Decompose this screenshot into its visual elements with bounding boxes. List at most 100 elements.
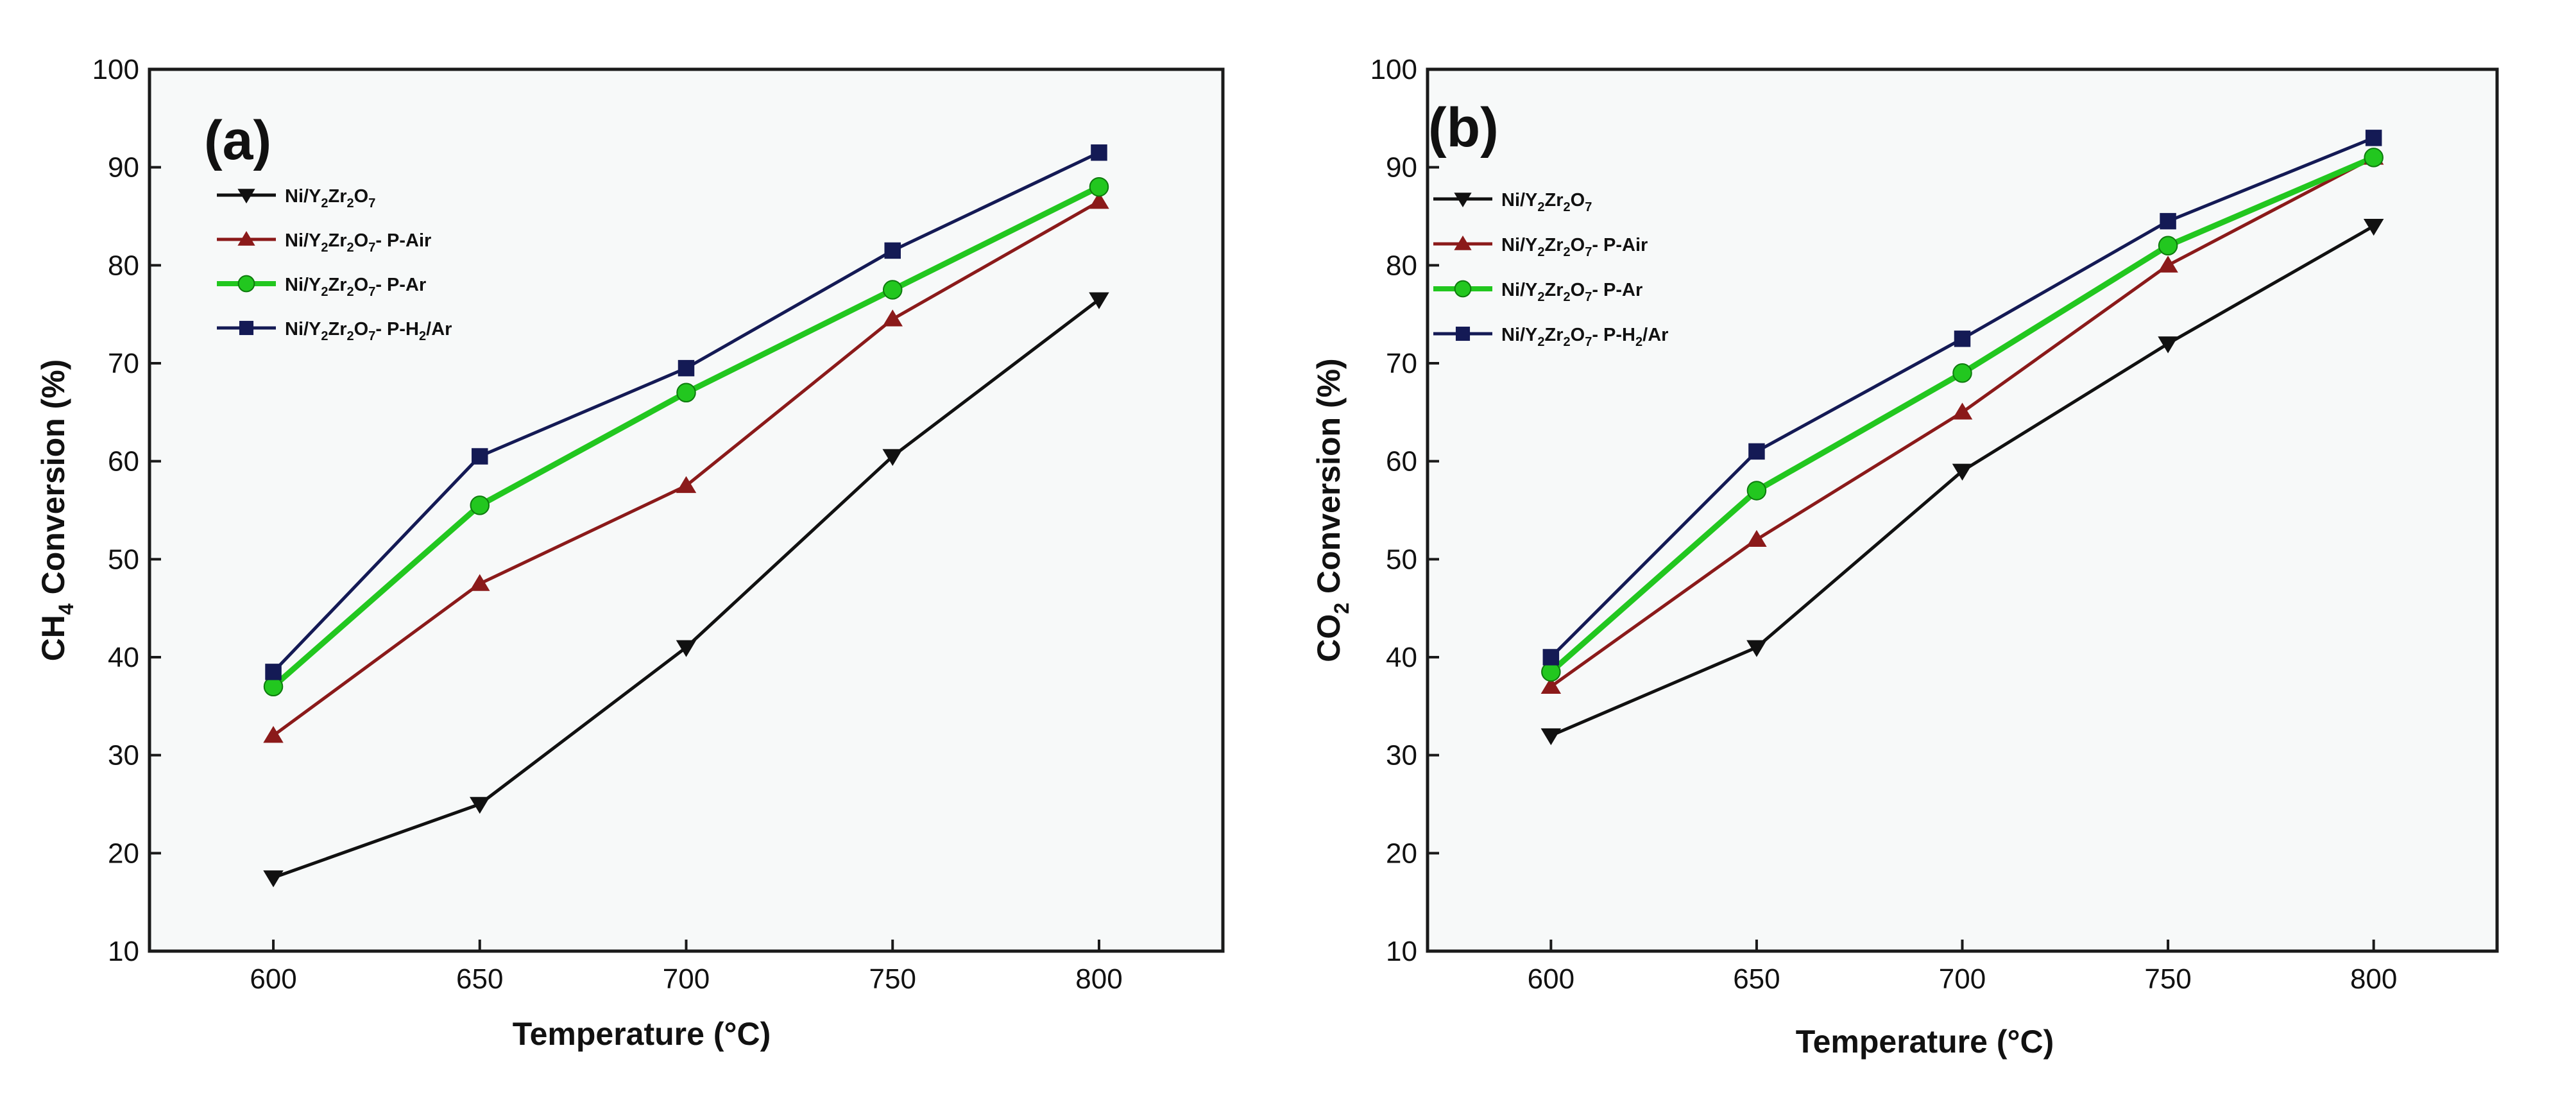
y-axis-title-a-part1: CH xyxy=(35,615,71,661)
x-tick-label-a-700: 700 xyxy=(663,963,710,995)
x-tick-label-a-650: 650 xyxy=(456,963,503,995)
point-b-s2-750 xyxy=(2158,255,2178,273)
x-axis-title-a: Temperature (°C) xyxy=(513,1016,771,1052)
x-axis-title-b: Temperature (°C) xyxy=(1796,1024,2054,1060)
point-b-s1-700 xyxy=(1952,463,1973,481)
y-tick-label-a-70: 70 xyxy=(108,348,139,379)
point-b-s4-800 xyxy=(2365,130,2382,146)
x-tick-label-a-800: 800 xyxy=(1075,963,1122,995)
point-b-s3-650 xyxy=(1746,481,1767,501)
x-tick-label-b-700: 700 xyxy=(1939,963,1986,995)
point-b-s4-750 xyxy=(2160,212,2176,230)
point-b-s3-600 xyxy=(1541,662,1561,682)
y-tick-label-a-60: 60 xyxy=(108,446,139,477)
point-b-s4-600 xyxy=(1542,649,1560,666)
point-a-s3-700 xyxy=(676,383,696,403)
y-axis-title-b: CO2 Conversion (%) xyxy=(1311,358,1353,662)
point-b-s1-650 xyxy=(1746,640,1767,657)
y-tick-label-a-30: 30 xyxy=(108,740,139,771)
point-b-s4-700 xyxy=(1954,331,1971,347)
y-axis-title-b-sub: 2 xyxy=(1330,603,1353,614)
y-tick-label-a-20: 20 xyxy=(108,838,139,869)
x-tick-label-b-650: 650 xyxy=(1733,963,1780,995)
legend-marker-3 xyxy=(237,275,255,293)
legend-label-2: Ni/Y2Zr2O7- P-Air xyxy=(285,230,431,255)
legend-marker-4 xyxy=(239,320,254,336)
y-tick-label-b-90: 90 xyxy=(1386,152,1417,184)
point-a-s4-800 xyxy=(1091,144,1107,161)
point-a-s4-650 xyxy=(472,448,488,465)
chart-panel-a: 10 20 30 40 50 60 70 80 90 100 600 650 700 750 800 (a)… xyxy=(0,0,1283,1118)
y-tick-label-b-40: 40 xyxy=(1386,642,1417,673)
point-a-s3-750 xyxy=(882,280,903,300)
point-b-s1-750 xyxy=(2158,336,2178,354)
y-tick-label-b-100: 100 xyxy=(1370,54,1417,85)
legend-label-1: Ni/Y2Zr2O7 xyxy=(1501,190,1592,214)
point-a-s1-600 xyxy=(263,870,284,888)
point-a-s3-650 xyxy=(470,495,490,515)
x-tick-label-a-750: 750 xyxy=(869,963,916,995)
y-axis-title-a-part2: Conversion (%) xyxy=(35,359,71,604)
y-tick-label-b-20: 20 xyxy=(1386,838,1417,869)
point-a-s3-600 xyxy=(263,676,284,697)
legend-marker-4 xyxy=(1455,326,1471,341)
chart-a-svg: 10 20 30 40 50 60 70 80 90 100 600 650 700 750 800 (a)… xyxy=(35,54,1225,1052)
x-tick-label-b-750: 750 xyxy=(2144,963,2191,995)
legend-marker-1 xyxy=(237,189,255,203)
y-axis-title-b-part2: Conversion (%) xyxy=(1311,358,1347,603)
legend-marker-3 xyxy=(1454,280,1472,298)
point-b-s1-800 xyxy=(2363,219,2384,236)
legend-label-4: Ni/Y2Zr2O7- P-H2/Ar xyxy=(1501,325,1668,349)
y-tick-label-b-30: 30 xyxy=(1386,740,1417,771)
point-a-s2-600 xyxy=(263,726,284,743)
legend-label-1: Ni/Y2Zr2O7 xyxy=(285,186,375,211)
legend-label-4: Ni/Y2Zr2O7- P-H2/Ar xyxy=(285,319,452,343)
point-a-s1-700 xyxy=(676,640,697,657)
legend-label-3: Ni/Y2Zr2O7- P-Ar xyxy=(1501,280,1642,304)
point-a-s2-700 xyxy=(676,476,697,494)
point-b-s4-650 xyxy=(1748,443,1765,460)
point-b-s3-750 xyxy=(2158,236,2178,256)
y-tick-label-b-70: 70 xyxy=(1386,348,1417,379)
legend-marker-1 xyxy=(1454,193,1472,207)
y-tick-label-a-80: 80 xyxy=(108,250,139,281)
point-a-s2-750 xyxy=(882,309,903,327)
y-tick-label-a-40: 40 xyxy=(108,642,139,673)
y-tick-label-b-60: 60 xyxy=(1386,446,1417,477)
legend-a: Ni/Y2Zr2O7 Ni/Y2Zr2O7- P-Air Ni/Y2Zr2O7- P… xyxy=(217,186,452,343)
point-b-s2-700 xyxy=(1952,402,1973,420)
y-tick-label-b-50: 50 xyxy=(1386,544,1417,575)
y-tick-label-a-90: 90 xyxy=(108,152,139,184)
legend-b: Ni/Y2Zr2O7 Ni/Y2Zr2O7- P-Air Ni/Y2Zr2O7- P… xyxy=(1433,190,1668,349)
point-a-s2-650 xyxy=(470,574,490,591)
y-axis-title-a-sub: 4 xyxy=(55,603,78,615)
point-a-s1-800 xyxy=(1089,292,1109,309)
point-a-s4-700 xyxy=(678,359,695,377)
y-axis-title-b-part1: CO xyxy=(1311,614,1347,662)
legend-label-2: Ni/Y2Zr2O7- P-Air xyxy=(1501,235,1648,259)
point-b-s3-700 xyxy=(1952,363,1972,383)
chart-b-svg: 10 20 30 40 50 60 70 80 90 100 600 650 700 750 800 (b)… xyxy=(1311,54,2499,1060)
y-tick-label-b-80: 80 xyxy=(1386,250,1417,281)
panel-label-a: (a) xyxy=(204,110,271,171)
point-a-s2-800 xyxy=(1089,192,1109,209)
point-a-s4-750 xyxy=(884,242,901,259)
x-tick-label-b-800: 800 xyxy=(2350,963,2397,995)
point-a-s1-750 xyxy=(882,449,903,467)
point-a-s3-800 xyxy=(1089,176,1109,197)
panel-label-b: (b) xyxy=(1428,97,1499,159)
legend-marker-2 xyxy=(237,231,255,246)
y-tick-label-a-50: 50 xyxy=(108,544,139,575)
point-a-s1-650 xyxy=(470,796,490,814)
y-tick-label-b-10: 10 xyxy=(1386,936,1417,967)
y-tick-label-a-100: 100 xyxy=(92,54,139,85)
point-b-s2-650 xyxy=(1746,529,1767,547)
x-tick-label-a-600: 600 xyxy=(250,963,296,995)
point-a-s4-600 xyxy=(265,664,282,680)
legend-marker-2 xyxy=(1454,236,1472,250)
x-tick-label-b-600: 600 xyxy=(1528,963,1574,995)
y-tick-label-a-10: 10 xyxy=(108,936,139,967)
point-b-s3-800 xyxy=(2364,148,2384,168)
point-b-s2-600 xyxy=(1540,676,1562,694)
chart-panel-b: 10 20 30 40 50 60 70 80 90 100 600 650 700 750 800 (b)… xyxy=(1283,0,2576,1118)
